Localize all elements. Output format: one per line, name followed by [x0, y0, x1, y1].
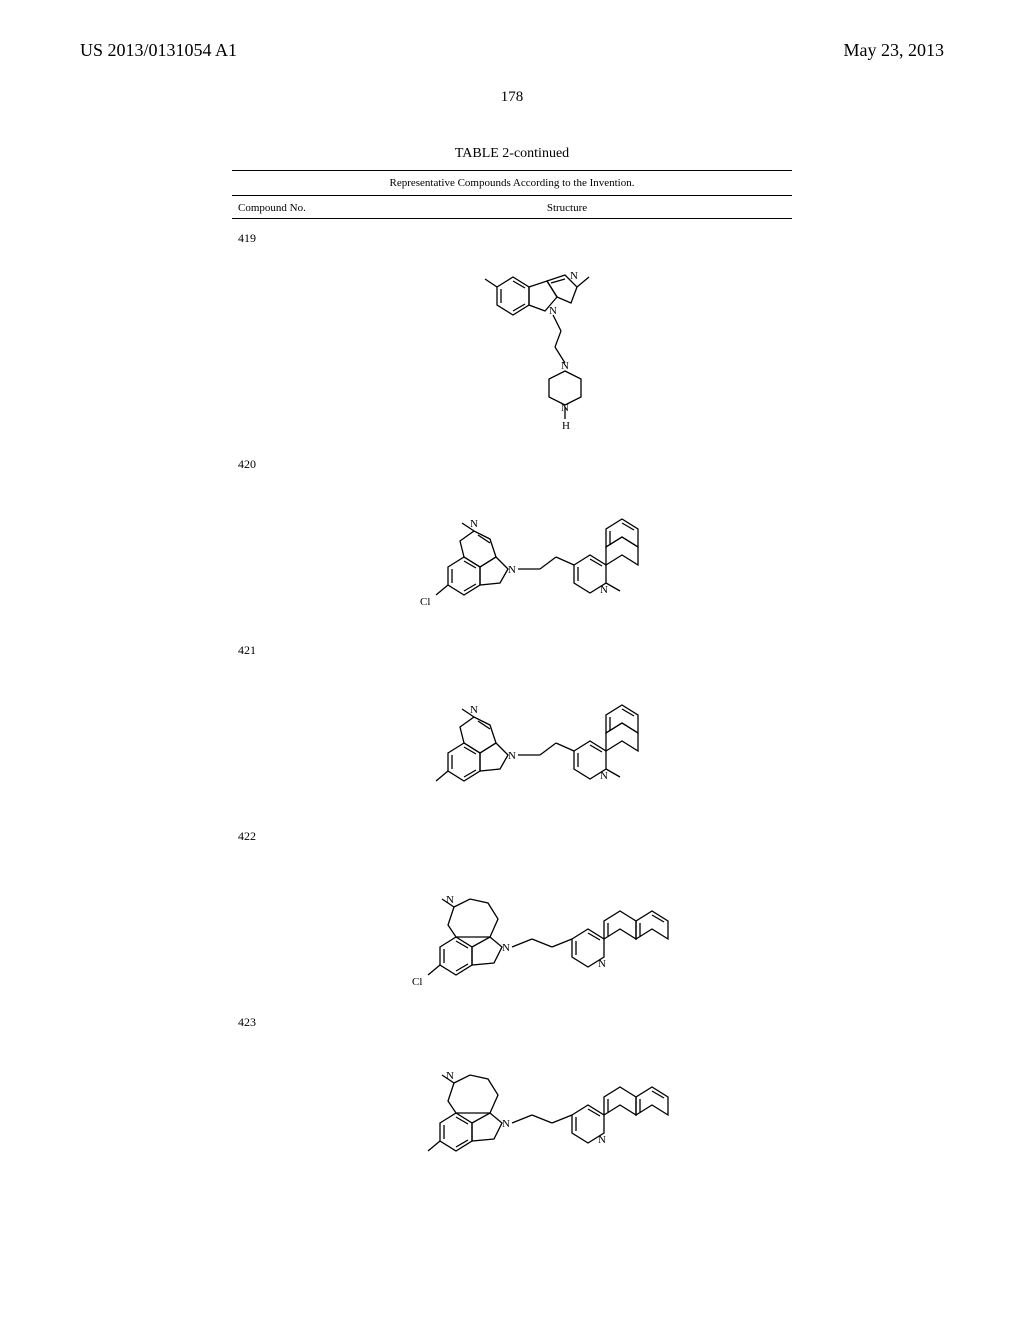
svg-text:H: H [562, 420, 570, 432]
chemical-structure-icon: N Cl N N [402, 829, 732, 999]
column-header-structure: Structure [342, 202, 792, 214]
column-header-compound: Compound No. [232, 202, 342, 214]
svg-text:Cl: Cl [420, 596, 430, 608]
publication-date: May 23, 2013 [844, 40, 945, 61]
svg-text:N: N [570, 270, 578, 282]
svg-text:N: N [598, 1134, 606, 1146]
compound-number: 419 [232, 227, 342, 246]
table-header-row: Compound No. Structure [232, 196, 792, 218]
compound-number: 423 [232, 1011, 342, 1030]
table-caption: Representative Compounds According to th… [232, 171, 792, 195]
svg-text:N: N [470, 518, 478, 530]
structure-cell: N Cl N N [342, 825, 792, 1003]
table-title: TABLE 2-continued [232, 146, 792, 162]
structure-cell: N Cl N [342, 453, 792, 631]
svg-text:N: N [598, 958, 606, 970]
svg-text:N: N [508, 750, 516, 762]
svg-text:N: N [508, 564, 516, 576]
chemical-structure-icon: N N N [412, 643, 722, 813]
structure-cell: N N N [342, 1011, 792, 1179]
compound-number: 420 [232, 453, 342, 472]
page-number: 178 [80, 89, 944, 106]
structure-cell: N N N N H [342, 227, 792, 445]
svg-text:Cl: Cl [412, 976, 422, 988]
svg-text:N: N [502, 942, 510, 954]
table-row: 423 N N [232, 1003, 792, 1179]
table-row: 421 N N [232, 631, 792, 817]
table-row: 419 N [232, 219, 792, 445]
page-header: US 2013/0131054 A1 May 23, 2013 [80, 40, 944, 61]
table-row: 420 N Cl N [232, 445, 792, 631]
chemical-structure-icon: N Cl N [412, 457, 722, 627]
svg-text:N: N [600, 584, 608, 596]
svg-text:N: N [502, 1118, 510, 1130]
chemical-structure-icon: N N N N H [457, 231, 677, 441]
compound-table: TABLE 2-continued Representative Compoun… [232, 146, 792, 1179]
chemical-structure-icon: N N N [402, 1015, 732, 1175]
compound-number: 421 [232, 639, 342, 658]
compound-number: 422 [232, 825, 342, 844]
svg-text:N: N [470, 704, 478, 716]
svg-text:N: N [600, 770, 608, 782]
structure-cell: N N N [342, 639, 792, 817]
svg-text:N: N [561, 360, 569, 372]
publication-number: US 2013/0131054 A1 [80, 40, 237, 61]
table-row: 422 N Cl N [232, 817, 792, 1003]
